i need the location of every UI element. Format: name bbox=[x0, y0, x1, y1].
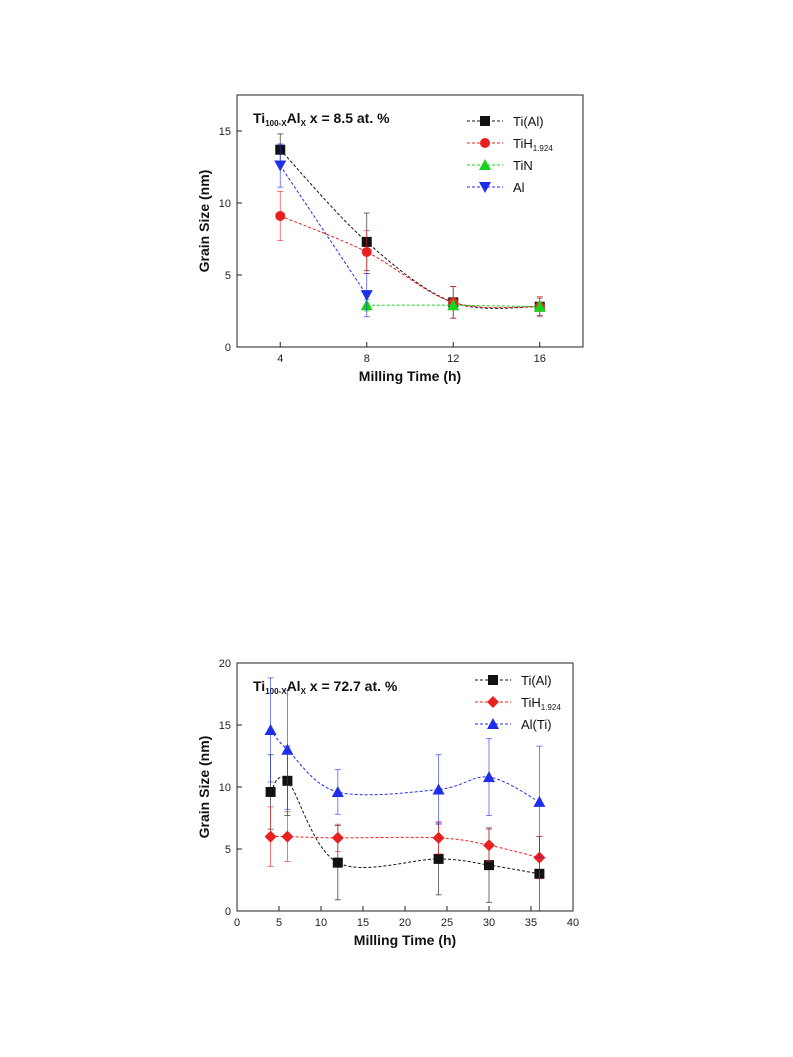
y-tick-label: 10 bbox=[219, 198, 231, 210]
legend-label: TiH1.924 bbox=[513, 136, 553, 153]
legend-marker bbox=[488, 675, 498, 685]
x-tick-label: 8 bbox=[364, 353, 370, 365]
y-axis-title: Grain Size (nm) bbox=[196, 170, 212, 273]
data-point bbox=[281, 743, 294, 755]
data-point bbox=[533, 300, 546, 312]
y-tick-label: 15 bbox=[219, 126, 231, 138]
x-tick-label: 40 bbox=[567, 917, 579, 929]
legend-label: Al(Ti) bbox=[521, 717, 552, 732]
y-tick-label: 0 bbox=[225, 906, 231, 918]
series-2 bbox=[264, 677, 546, 859]
data-point bbox=[331, 785, 344, 797]
x-tick-label: 15 bbox=[357, 917, 369, 929]
chart-bottom: 0 5 10 15 20 25 30 35 40 0 5 10 15 20 Milling Time (h)… bbox=[196, 658, 579, 948]
series-0 bbox=[275, 133, 545, 319]
legend-marker bbox=[480, 116, 490, 126]
data-point bbox=[432, 783, 445, 795]
legend-label: Ti(Al) bbox=[513, 114, 544, 129]
data-point bbox=[360, 290, 373, 302]
x-tick-label: 12 bbox=[447, 353, 459, 365]
data-point bbox=[274, 160, 287, 172]
data-point bbox=[264, 830, 277, 843]
series-1 bbox=[275, 191, 545, 319]
data-point bbox=[264, 723, 277, 735]
legend-marker bbox=[480, 138, 490, 148]
x-tick-label: 25 bbox=[441, 917, 453, 929]
series-line bbox=[280, 215, 540, 309]
legend-marker bbox=[487, 696, 499, 708]
data-point bbox=[533, 795, 546, 807]
data-point bbox=[447, 299, 460, 311]
series-line bbox=[270, 729, 540, 803]
legend-label: Ti(Al) bbox=[521, 673, 552, 688]
x-tick-label: 16 bbox=[534, 353, 546, 365]
x-tick-label: 30 bbox=[483, 917, 495, 929]
data-point bbox=[361, 246, 372, 257]
chart-title: Ti100-XAlX x = 72.7 at. % bbox=[253, 678, 398, 696]
series-line bbox=[270, 836, 540, 859]
series-line bbox=[279, 165, 368, 296]
legend-label: TiH1.924 bbox=[521, 695, 561, 712]
y-tick-label: 0 bbox=[225, 342, 231, 354]
y-tick-label: 10 bbox=[219, 782, 231, 794]
x-tick-label: 10 bbox=[315, 917, 327, 929]
x-tick-label: 0 bbox=[234, 917, 240, 929]
series-line bbox=[270, 776, 540, 875]
plot-frame bbox=[236, 94, 584, 348]
legend-label: TiN bbox=[513, 158, 533, 173]
legend-marker bbox=[479, 182, 491, 193]
data-point bbox=[483, 771, 495, 783]
data-point bbox=[483, 839, 495, 852]
series-line bbox=[279, 149, 540, 309]
data-point bbox=[275, 210, 286, 221]
x-tick-label: 5 bbox=[276, 917, 282, 929]
x-tick-label: 4 bbox=[277, 353, 283, 365]
x-axis-title: Milling Time (h) bbox=[359, 368, 461, 384]
chart-top: 4 8 12 16 0 5 10 15 Milling Time (h) Grain Size (… bbox=[196, 94, 584, 384]
y-tick-label: 5 bbox=[225, 844, 231, 856]
data-point bbox=[331, 831, 344, 844]
data-point bbox=[265, 786, 276, 797]
series-0 bbox=[265, 745, 545, 912]
data-point bbox=[433, 853, 444, 864]
y-tick-label: 20 bbox=[219, 658, 231, 670]
x-tick-label: 20 bbox=[399, 917, 411, 929]
data-point bbox=[281, 830, 294, 843]
x-axis-title: Milling Time (h) bbox=[354, 932, 456, 948]
chart-title: Ti100-XAlX x = 8.5 at. % bbox=[253, 110, 390, 128]
data-point bbox=[432, 831, 445, 844]
data-point bbox=[332, 857, 343, 868]
series-3 bbox=[274, 143, 373, 318]
x-tick-label: 35 bbox=[525, 917, 537, 929]
series-1 bbox=[264, 806, 546, 880]
legend-marker bbox=[487, 718, 499, 729]
y-axis-title: Grain Size (nm) bbox=[196, 736, 212, 839]
legend-label: Al bbox=[513, 180, 525, 195]
y-tick-label: 15 bbox=[219, 720, 231, 732]
data-point bbox=[484, 860, 494, 871]
y-tick-label: 5 bbox=[225, 270, 231, 282]
series-2 bbox=[360, 299, 546, 312]
legend-marker bbox=[479, 159, 491, 170]
